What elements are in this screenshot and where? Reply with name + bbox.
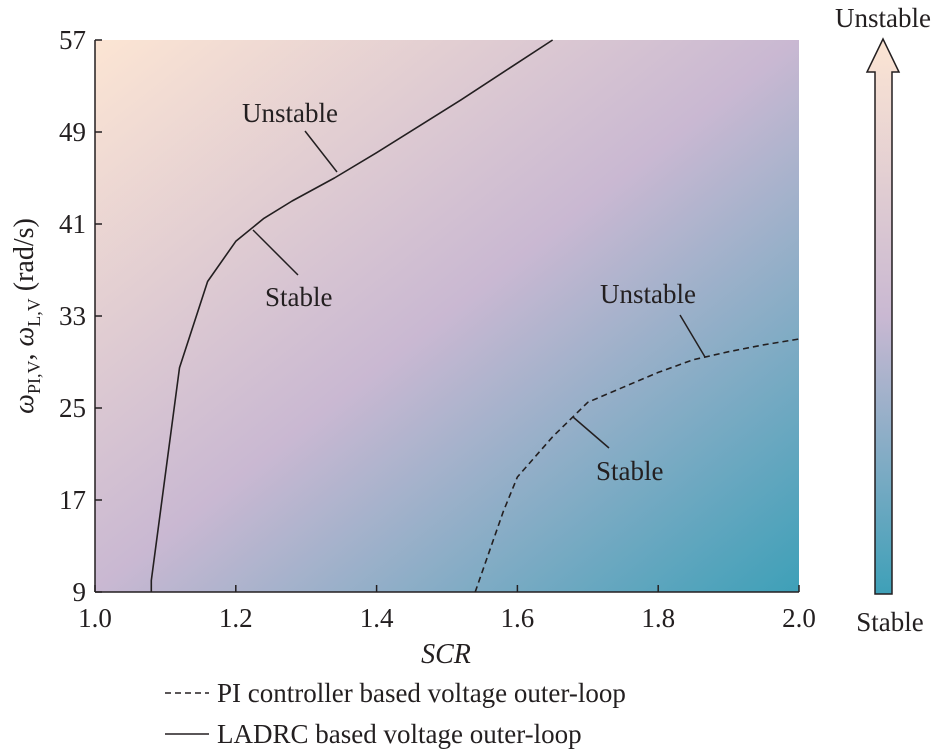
y-tick-label: 33 xyxy=(59,301,86,331)
annotation-unstable-solid: Unstable xyxy=(242,98,338,128)
plot-background xyxy=(95,40,799,592)
leader-stable-solid xyxy=(252,229,299,276)
series-line-ladrc-solid xyxy=(150,39,554,592)
leader-stable-dashed xyxy=(572,416,610,449)
series-line-pi-dashed xyxy=(474,338,800,593)
svg-text:ωPI,V, ωL,V (rad/s): ωPI,V, ωL,V (rad/s) xyxy=(9,218,44,414)
legend-label-dashed: PI controller based voltage outer-loop xyxy=(217,678,626,708)
colorbar: Unstable Stable xyxy=(835,3,931,637)
colorbar-arrow xyxy=(865,37,901,595)
legend-label-solid: LADRC based voltage outer-loop xyxy=(217,719,582,749)
legend: PI controller based voltage outer-loop L… xyxy=(165,678,626,749)
y-axis-title: ωPI,V, ωL,V (rad/s) xyxy=(9,218,44,414)
leader-unstable-dashed xyxy=(679,314,706,358)
y-axis-sep: , xyxy=(9,347,40,361)
colorbar-top-label: Unstable xyxy=(835,3,931,33)
y-axis-sub-2: L,V xyxy=(24,298,44,327)
annotation-stable-dashed: Stable xyxy=(596,456,664,486)
y-tick-label: 17 xyxy=(59,485,86,515)
colorbar-bottom-label: Stable xyxy=(856,607,924,637)
y-axis-unit: (rad/s) xyxy=(9,218,40,298)
x-tick-label: 1.0 xyxy=(78,603,112,633)
y-tick-label: 9 xyxy=(73,577,87,607)
x-tick-label: 1.2 xyxy=(219,603,253,633)
series-layer xyxy=(150,39,800,593)
x-axis-title: SCR xyxy=(421,639,471,670)
y-tick-label: 41 xyxy=(59,209,86,239)
y-tick-label: 57 xyxy=(59,25,86,55)
y-axis-sub-1: PI,V xyxy=(24,361,44,395)
y-axis-ticks: 9 17 25 33 41 49 57 xyxy=(59,25,102,607)
y-tick-label: 25 xyxy=(59,393,86,423)
y-tick-label: 49 xyxy=(59,117,86,147)
y-axis-omega-2: ω xyxy=(9,327,40,347)
annotation-unstable-dashed: Unstable xyxy=(600,279,696,309)
x-axis-ticks: 1.0 1.2 1.4 1.6 1.8 2.0 xyxy=(78,585,816,633)
x-tick-label: 1.8 xyxy=(641,603,675,633)
annotation-stable-solid: Stable xyxy=(265,282,333,312)
x-tick-label: 1.6 xyxy=(501,603,535,633)
leader-unstable-solid xyxy=(304,130,338,173)
y-axis-omega-1: ω xyxy=(9,394,40,414)
x-tick-label: 2.0 xyxy=(782,603,816,633)
x-tick-label: 1.4 xyxy=(360,603,394,633)
annotation-leaders xyxy=(252,130,706,449)
